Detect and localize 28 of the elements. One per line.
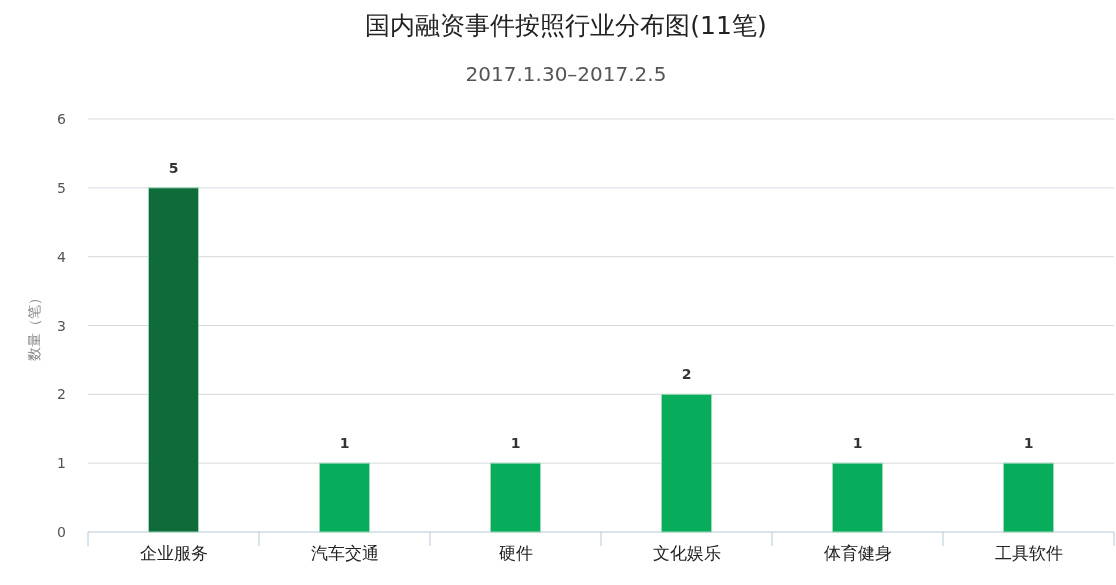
bar	[1003, 462, 1054, 533]
x-tick-label: 文化娱乐	[652, 543, 721, 563]
bar	[832, 462, 883, 533]
bar	[148, 187, 199, 533]
y-tick-label: 1	[57, 455, 66, 472]
data-label: 1	[510, 435, 521, 452]
data-label: 1	[852, 435, 863, 452]
x-tick-label: 工具软件	[994, 543, 1063, 563]
data-label: 1	[1023, 435, 1034, 452]
chart-subtitle: 2017.1.30–2017.2.5	[465, 62, 667, 86]
data-label: 1	[339, 435, 350, 452]
bar	[319, 462, 370, 533]
y-tick-label: 5	[57, 179, 66, 196]
data-label: 2	[681, 366, 692, 383]
y-axis-title: 数量（笔）	[26, 291, 42, 361]
x-tick-label: 汽车交通	[310, 543, 379, 563]
y-tick-label: 4	[57, 248, 67, 265]
y-tick-label: 3	[57, 317, 66, 334]
x-tick-label: 体育健身	[823, 543, 892, 563]
x-tick-label: 企业服务	[139, 543, 208, 563]
chart-title: 国内融资事件按照行业分布图(11笔)	[365, 11, 767, 40]
y-tick-label: 2	[57, 386, 66, 403]
bar	[490, 462, 541, 533]
bar	[661, 393, 712, 533]
y-tick-label: 0	[57, 524, 66, 540]
data-label: 5	[168, 159, 179, 176]
x-tick-label: 硬件	[498, 543, 533, 563]
y-tick-label: 6	[57, 111, 67, 127]
